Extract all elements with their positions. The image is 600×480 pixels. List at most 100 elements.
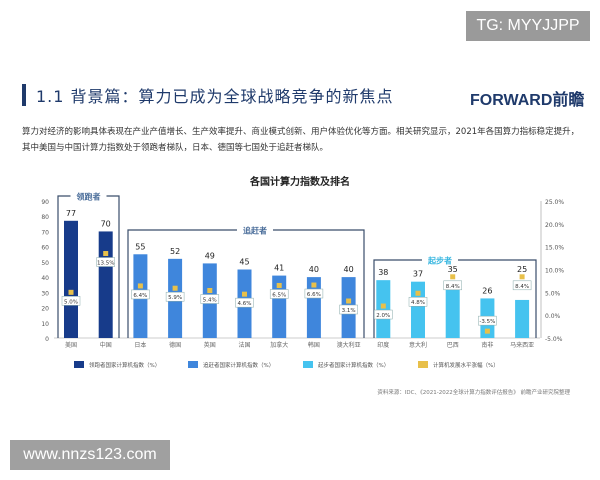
source-note: 资料来源：IDC、《2021-2022全球计算力指数评估报告》 前瞻产业研究院整… xyxy=(377,388,570,396)
legend-swatch xyxy=(74,361,84,368)
bar-value-label: 52 xyxy=(170,247,180,256)
growth-point xyxy=(172,285,178,291)
growth-label-box xyxy=(408,296,428,307)
growth-label-box xyxy=(165,291,185,302)
x-tick-label: 巴西 xyxy=(447,342,459,349)
bar-value-label: 41 xyxy=(274,264,284,273)
growth-label: 6.5% xyxy=(272,292,286,298)
bar-value-label: 45 xyxy=(239,258,249,267)
growth-point xyxy=(137,283,143,289)
growth-label: 4.6% xyxy=(238,301,252,307)
growth-label-box xyxy=(200,294,220,304)
growth-label: 3.1% xyxy=(342,308,356,314)
growth-label: 13.5% xyxy=(97,261,114,267)
growth-point xyxy=(311,282,317,288)
growth-point xyxy=(450,274,456,280)
bar xyxy=(515,299,530,338)
y-tick-label: 0 xyxy=(45,336,49,343)
bar-value-label: 40 xyxy=(344,265,354,274)
group-label-bg xyxy=(70,190,107,202)
y-tick-label: 90 xyxy=(41,199,49,206)
y-tick-label: 70 xyxy=(41,229,49,236)
y-tick-label: 50 xyxy=(41,260,49,267)
x-tick-label: 南非 xyxy=(481,341,493,349)
y2-tick-label: 10.0% xyxy=(545,268,564,275)
growth-point xyxy=(68,289,74,295)
bar-value-label: 25 xyxy=(517,265,527,274)
y-tick-label: 20 xyxy=(41,306,49,313)
group-label: 领跑者 xyxy=(77,192,101,202)
growth-label: 2.0% xyxy=(376,313,390,319)
bar-value-label: 38 xyxy=(378,268,388,277)
growth-label-box xyxy=(235,297,254,308)
x-tick-label: 英国 xyxy=(204,341,216,349)
growth-point xyxy=(346,298,352,304)
y2-tick-label: 15.0% xyxy=(545,245,564,252)
bar xyxy=(98,231,113,338)
legend-swatch xyxy=(303,361,313,368)
bar xyxy=(445,284,460,338)
legend-label: 追赶者国家计算机指数（%） xyxy=(203,361,274,369)
growth-label-box xyxy=(304,288,324,299)
x-tick-label: 日本 xyxy=(134,341,146,349)
x-tick-label: 中国 xyxy=(100,341,112,349)
growth-label-box xyxy=(478,315,497,326)
legend-label: 起步者国家计算机指数（%） xyxy=(318,361,389,369)
group-label: 追赶者 xyxy=(243,226,267,236)
x-tick-label: 马来西亚 xyxy=(510,341,534,349)
growth-label-box xyxy=(339,304,358,315)
y2-tick-label: -5.0% xyxy=(545,336,563,343)
legend-swatch xyxy=(418,361,428,368)
growth-label-box xyxy=(374,309,393,320)
chart-title: 各国计算力指数及排名 xyxy=(249,175,350,188)
growth-label-box xyxy=(96,257,115,267)
bar xyxy=(376,280,391,338)
growth-label-box xyxy=(269,289,289,299)
x-tick-label: 德国 xyxy=(169,341,181,349)
legend-swatch xyxy=(188,361,198,368)
growth-label: -3.5% xyxy=(479,319,495,325)
growth-label: 5.4% xyxy=(203,298,217,304)
y-tick-label: 60 xyxy=(41,245,49,252)
y-tick-label: 80 xyxy=(41,214,49,221)
growth-label: 8.4% xyxy=(446,284,460,290)
x-tick-label: 法国 xyxy=(238,341,250,349)
growth-label: 8.4% xyxy=(515,284,529,290)
growth-label-box xyxy=(443,280,462,291)
x-tick-label: 美国 xyxy=(65,341,77,349)
description: 算力对经济的影响具体表现在产业产值增长、生产效率提升、商业模式创新、用户体验优化… xyxy=(22,127,580,153)
bar-value-label: 40 xyxy=(309,265,319,274)
x-tick-label: 加拿大 xyxy=(270,341,288,349)
y-tick-label: 40 xyxy=(41,275,49,282)
group-label: 起步者 xyxy=(427,256,452,266)
growth-point xyxy=(519,274,525,280)
y-tick-label: 30 xyxy=(41,290,49,297)
page-title: 1.1 背景篇：算力已成为全球战略竞争的新焦点 xyxy=(36,87,394,106)
bar xyxy=(411,281,425,338)
growth-point xyxy=(380,303,386,309)
growth-point xyxy=(207,288,213,294)
forward-logo: FORWARD前瞻 xyxy=(470,92,585,109)
growth-label: 5.9% xyxy=(168,295,182,301)
bar-value-label: 35 xyxy=(448,265,458,274)
growth-label: 5.0% xyxy=(64,299,78,305)
growth-point xyxy=(276,282,282,288)
growth-point xyxy=(484,328,490,334)
bar-value-label: 70 xyxy=(101,219,111,228)
bar xyxy=(64,220,78,338)
y-tick-label: 10 xyxy=(41,321,49,328)
growth-point xyxy=(415,290,421,296)
title-accent-bar xyxy=(22,84,26,106)
y2-tick-label: 25.0% xyxy=(545,199,564,206)
x-tick-label: 韩国 xyxy=(308,341,320,349)
group-label-bg xyxy=(422,254,458,266)
legend-label: 计算机发展水平涨幅（%） xyxy=(433,361,499,369)
bar-value-label: 26 xyxy=(482,286,492,295)
y2-tick-label: 20.0% xyxy=(545,222,564,229)
growth-label: 4.8% xyxy=(411,300,425,306)
bar-value-label: 49 xyxy=(205,251,215,260)
growth-label-box xyxy=(512,280,532,291)
x-tick-label: 澳大利亚 xyxy=(337,341,361,349)
growth-label-box xyxy=(61,296,81,306)
